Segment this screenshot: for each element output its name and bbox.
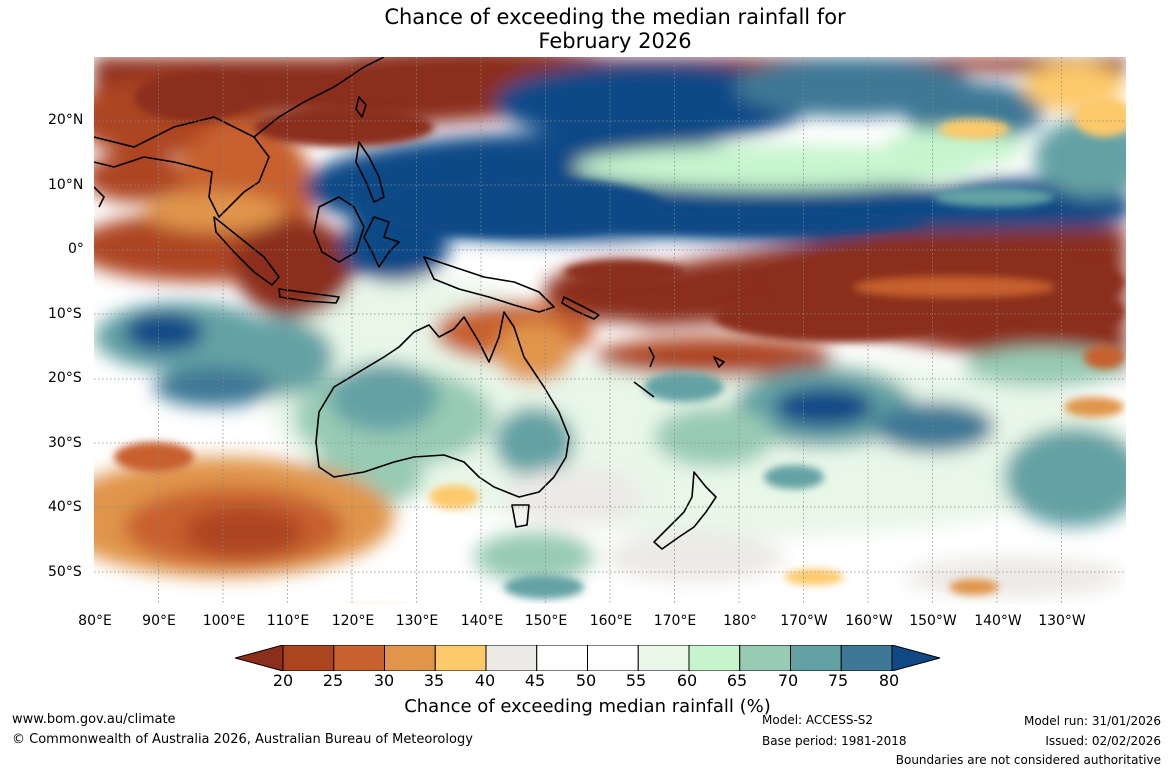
map-title-line1: Chance of exceeding the median rainfall … [384,5,846,29]
fiji-coast [713,356,725,368]
colorbar-tick-80: 80 [878,671,900,690]
lon-label-140w: 140°W [974,613,1022,629]
lat-label-40s: 40°S [48,499,82,515]
map-title-line2: February 2026 [538,29,692,53]
lat-label-0: 0° [68,241,84,257]
sulawesi-coast [363,216,400,268]
footer-disclaimer: Boundaries are not considered authoritat… [895,753,1161,767]
tasmania-coast [511,504,530,528]
colorbar-tick-45: 45 [524,671,546,690]
colorbar-cell [333,645,385,671]
colorbar-tick-30: 30 [373,671,395,690]
java-coast [278,288,340,304]
lon-label-170e: 170°E [653,613,697,629]
colorbar-tick-55: 55 [625,671,647,690]
lon-label-120e: 120°E [331,613,375,629]
probability-detail [114,72,1126,599]
vanuatu-coast [648,346,655,368]
solomon-islands-coast [561,296,600,320]
colorbar-cell [434,645,487,671]
colorbar-cell [739,645,791,671]
lat-label-10n: 10°N [48,177,84,193]
new-guinea-coast [423,256,555,313]
colorbar-tick-40: 40 [474,671,496,690]
lon-label-160e: 160°E [589,613,633,629]
new-caledonia-coast [633,381,655,398]
lon-label-170w: 170°W [780,613,828,629]
lat-label-20s: 20°S [48,370,82,386]
sumatra-coast [213,216,280,286]
philippines-coast [355,141,385,203]
colorbar [235,645,940,671]
colorbar-extend-high [891,645,940,671]
coastlines [94,57,725,550]
colorbar-title: Chance of exceeding median rainfall (%) [404,696,771,717]
graticule [94,57,1126,604]
lon-label-150e: 150°E [524,613,568,629]
colorbar-tick-75: 75 [827,671,849,690]
rainfall-outlook-map [94,57,1126,604]
borneo-coast [313,196,365,263]
colorbar-extend-low [235,645,284,671]
colorbar-tick-60: 60 [676,671,698,690]
footer-base-period: Base period: 1981-2018 [762,734,907,748]
colorbar-tick-70: 70 [777,671,799,690]
colorbar-tick-65: 65 [726,671,748,690]
colorbar-cell [840,645,893,671]
lon-label-150w: 150°W [909,613,957,629]
lon-label-90e: 90°E [142,613,176,629]
footer-url: www.bom.gov.au/climate [12,712,176,727]
lon-label-160w: 160°W [845,613,893,629]
footer-model-run: Model run: 31/01/2026 [1023,714,1161,728]
colorbar-cell [637,645,690,671]
lon-label-180: 180° [723,613,757,629]
footer-issued: Issued: 02/02/2026 [1045,734,1161,748]
lat-label-30s: 30°S [48,435,82,451]
lon-label-140e: 140°E [460,613,504,629]
lat-label-10s: 10°S [48,306,82,322]
taiwan-coast [355,96,367,118]
lon-label-130e: 130°E [395,613,439,629]
lon-label-110e: 110°E [266,613,310,629]
lon-label-130w: 130°W [1038,613,1086,629]
colorbar-cell [485,645,538,671]
lat-label-50s: 50°S [48,564,82,580]
china-coast [253,57,385,138]
lon-label-100e: 100°E [202,613,246,629]
colorbar-tick-20: 20 [272,671,294,690]
india-coast [94,186,105,208]
probability-field [94,57,1126,597]
lat-label-20n: 20°N [48,112,84,128]
colorbar-cell [536,645,588,671]
colorbar-cell [790,645,842,671]
colorbar-cell [384,645,436,671]
new-zealand-coast [653,471,717,550]
indochina-coast [94,116,270,218]
colorbar-cell [587,645,639,671]
footer-copyright: © Commonwealth of Australia 2026, Austra… [12,732,473,747]
colorbar-tick-25: 25 [322,671,344,690]
lon-label-80e: 80°E [78,613,112,629]
colorbar-cell [688,645,741,671]
footer-model: Model: ACCESS-S2 [762,713,874,727]
colorbar-tick-35: 35 [423,671,445,690]
australia-coast [315,311,570,498]
colorbar-cell [282,645,335,671]
colorbar-tick-50: 50 [575,671,597,690]
